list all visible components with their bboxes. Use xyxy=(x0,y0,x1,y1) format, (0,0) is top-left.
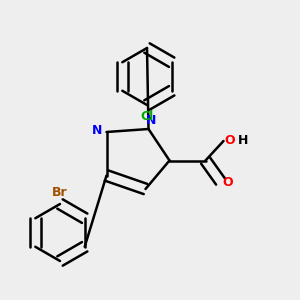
Text: Br: Br xyxy=(52,186,68,199)
Text: N: N xyxy=(92,124,103,137)
Text: O: O xyxy=(223,176,233,189)
Text: Cl: Cl xyxy=(140,110,154,123)
Text: H: H xyxy=(238,134,248,147)
Text: N: N xyxy=(146,113,156,127)
Text: O: O xyxy=(224,134,235,147)
